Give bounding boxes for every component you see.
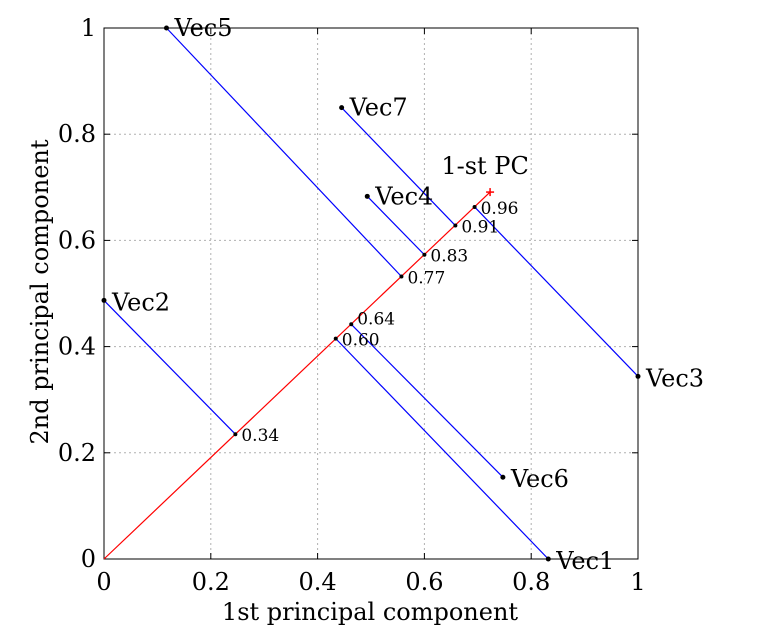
pc-axis-line bbox=[103, 191, 491, 560]
projection-line-vec1 bbox=[335, 338, 549, 560]
vector-point-vec6 bbox=[500, 474, 506, 480]
projection-label-vec2: 0.34 bbox=[241, 426, 279, 446]
projection-label-vec6: 0.64 bbox=[357, 309, 395, 329]
projection-label-vec5: 0.77 bbox=[407, 269, 445, 289]
vector-label-vec6: Vec6 bbox=[510, 465, 569, 493]
projection-line-vec7 bbox=[341, 107, 456, 226]
projection-line-vec2 bbox=[103, 299, 236, 435]
x-tick-labels: 0 0.2 0.4 0.6 0.8 1 bbox=[96, 568, 645, 596]
x-axis-label: 1st principal component bbox=[222, 598, 519, 626]
x-tick-label: 0 bbox=[96, 568, 111, 596]
y-tick-label: 0.2 bbox=[58, 439, 96, 467]
vector-label-vec5: Vec5 bbox=[173, 14, 232, 42]
vector-point-vec4 bbox=[364, 193, 370, 199]
axis-ticks bbox=[103, 27, 639, 560]
x-tick-label: 0.8 bbox=[512, 568, 550, 596]
projection-point-vec2 bbox=[233, 432, 238, 437]
pc-axis: 1-st PC bbox=[103, 152, 529, 560]
x-tick-label: 0.6 bbox=[405, 568, 443, 596]
pc-axis-label: 1-st PC bbox=[441, 152, 528, 180]
y-tick-label: 0.4 bbox=[58, 333, 96, 361]
y-tick-label: 0 bbox=[81, 545, 96, 573]
projection-point-vec7 bbox=[453, 223, 458, 228]
y-tick-label: 0.6 bbox=[58, 226, 96, 254]
vector-label-vec2: Vec2 bbox=[111, 288, 170, 316]
projection-label-vec3: 0.96 bbox=[481, 199, 519, 219]
vector-labels: Vec1 0.60 Vec2 0.34 Vec3 0.96 Vec4 0.83 Vec5 0.77… bbox=[111, 14, 704, 575]
projection-point-vec4 bbox=[422, 252, 427, 257]
vector-point-vec2 bbox=[101, 297, 107, 303]
x-tick-label: 1 bbox=[630, 568, 645, 596]
projection-label-vec1: 0.60 bbox=[342, 331, 380, 351]
projection-point-vec5 bbox=[399, 274, 404, 279]
y-tick-label: 1 bbox=[81, 14, 96, 42]
y-axis-label: 2nd principal component bbox=[26, 139, 54, 444]
vector-point-vec3 bbox=[635, 373, 641, 379]
projection-line-vec5 bbox=[166, 27, 402, 277]
projection-line-vec3 bbox=[474, 206, 639, 377]
projection-lines bbox=[103, 27, 639, 560]
projection-label-vec4: 0.83 bbox=[430, 247, 468, 267]
grid bbox=[104, 28, 638, 559]
projection-line-vec4 bbox=[366, 195, 425, 256]
plot-frame bbox=[103, 27, 639, 560]
vector-label-vec4: Vec4 bbox=[374, 182, 433, 210]
projection-label-vec7: 0.91 bbox=[461, 218, 499, 238]
projection-point-vec6 bbox=[349, 322, 354, 327]
projection-point-vec3 bbox=[472, 204, 477, 209]
vector-points bbox=[101, 25, 641, 562]
projection-line-vec6 bbox=[350, 323, 504, 478]
x-tick-label: 0.2 bbox=[192, 568, 230, 596]
vector-label-vec3: Vec3 bbox=[645, 364, 704, 392]
vector-label-vec1: Vec1 bbox=[555, 547, 614, 575]
vector-point-vec1 bbox=[545, 556, 551, 562]
projection-point-vec1 bbox=[333, 336, 338, 341]
vector-point-vec5 bbox=[163, 25, 169, 31]
vector-label-vec7: Vec7 bbox=[349, 94, 408, 122]
x-tick-label: 0.4 bbox=[299, 568, 337, 596]
y-tick-labels: 0 0.2 0.4 0.6 0.8 1 bbox=[58, 14, 96, 573]
vector-point-vec7 bbox=[339, 105, 345, 111]
y-tick-label: 0.8 bbox=[58, 120, 96, 148]
